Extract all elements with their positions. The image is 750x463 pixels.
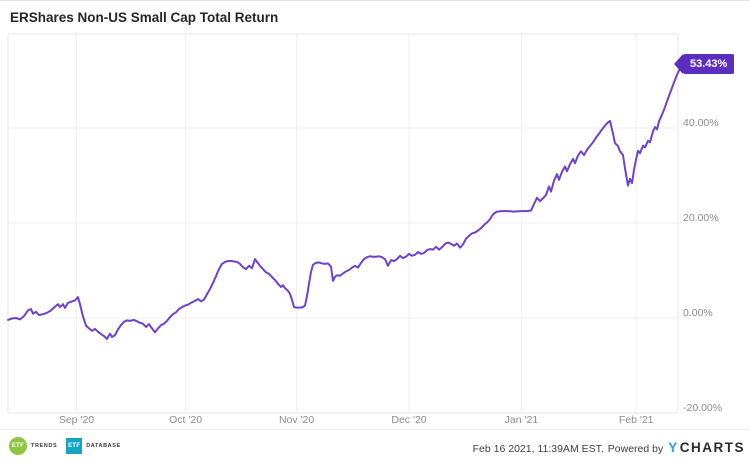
etf-database-icon[interactable]: ETF — [66, 438, 83, 454]
x-tick-label: Sep '20 — [58, 414, 95, 426]
ycharts-logo-y: Y — [668, 440, 679, 455]
etf-trends-label[interactable]: TRENDS — [31, 443, 58, 449]
etf-database-label[interactable]: DATABASE — [86, 443, 121, 449]
powered-by-label: Powered by — [607, 443, 664, 455]
y-tick-label: -20.00% — [683, 402, 723, 414]
footer-divider — [0, 429, 750, 430]
x-tick-label: Dec '20 — [391, 414, 427, 426]
last-value-label: 53.43% — [683, 54, 735, 75]
price-line[interactable] — [7, 63, 683, 340]
source-logos: ETF TRENDS ETF DATABASE — [9, 437, 121, 455]
y-tick-label: 20.00% — [683, 212, 719, 224]
etf-trends-icon[interactable]: ETF — [9, 437, 27, 455]
x-tick-label: Feb '21 — [618, 414, 654, 426]
y-tick-label: 40.00% — [683, 117, 719, 129]
ycharts-logo[interactable]: YCHARTS — [668, 440, 745, 455]
ycharts-logo-charts: CHARTS — [679, 440, 745, 455]
x-tick-label: Oct '20 — [169, 414, 203, 426]
chart-title: ERShares Non-US Small Cap Total Return — [10, 10, 279, 25]
timestamp: Feb 16 2021, 11:39AM EST. — [472, 443, 604, 455]
attribution: Feb 16 2021, 11:39AM EST. Powered by YCH… — [473, 440, 745, 455]
y-tick-label: 0.00% — [683, 307, 713, 319]
x-tick-label: Nov '20 — [278, 414, 315, 426]
plot-border — [7, 33, 679, 414]
x-tick-label: Jan '21 — [504, 414, 539, 426]
badge-arrow-icon — [674, 54, 683, 75]
last-value-badge: 53.43% — [674, 54, 735, 75]
